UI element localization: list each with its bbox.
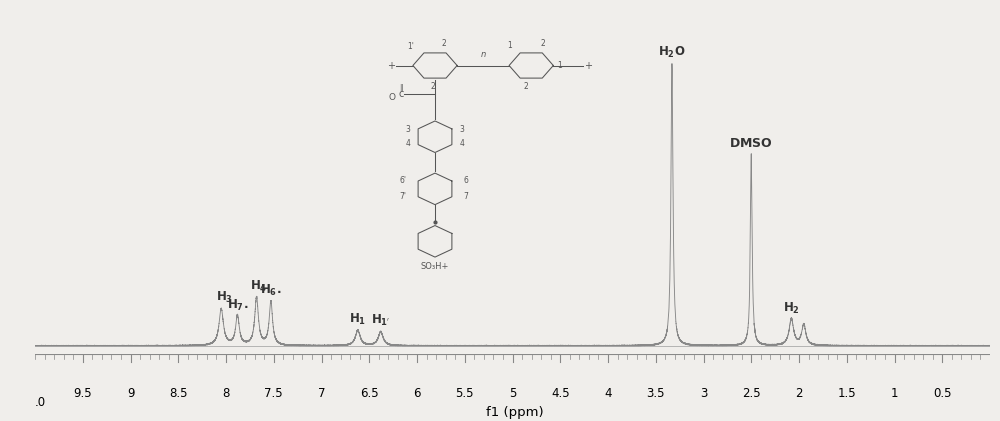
Text: f1 (ppm): f1 (ppm)	[486, 406, 544, 419]
Text: $\mathbf{H_6}$$\mathbf{.}$: $\mathbf{H_6}$$\mathbf{.}$	[260, 283, 282, 298]
Text: 2: 2	[442, 39, 446, 48]
Text: $\mathbf{H_4}$: $\mathbf{H_4}$	[250, 279, 267, 294]
Text: $\mathbf{H_2O}$: $\mathbf{H_2O}$	[658, 45, 686, 60]
Text: 3: 3	[460, 125, 465, 133]
Text: 1: 1	[557, 61, 562, 70]
Text: 2: 2	[541, 39, 545, 48]
Text: SO₃H+: SO₃H+	[421, 261, 449, 271]
Text: 4: 4	[460, 139, 465, 148]
Text: $\mathbf{H_3}$: $\mathbf{H_3}$	[216, 290, 233, 305]
Text: ‖: ‖	[399, 84, 403, 91]
Text: $\mathbf{H_7}$$\mathbf{.}$: $\mathbf{H_7}$$\mathbf{.}$	[227, 298, 248, 314]
Text: +: +	[584, 61, 592, 70]
Text: .0: .0	[35, 396, 46, 409]
Text: 2: 2	[524, 82, 528, 91]
Text: 7: 7	[464, 192, 468, 201]
Text: 6': 6'	[399, 176, 406, 185]
Text: +: +	[387, 61, 395, 70]
Text: 2: 2	[430, 82, 435, 91]
Text: n: n	[480, 51, 486, 59]
Text: $\mathbf{DMSO}$: $\mathbf{DMSO}$	[729, 137, 773, 150]
Text: c: c	[399, 89, 404, 99]
Text: 6: 6	[464, 176, 468, 185]
Text: 4: 4	[405, 139, 410, 148]
Text: 1': 1'	[407, 42, 414, 51]
Text: 3: 3	[405, 125, 410, 133]
Text: 7': 7'	[399, 192, 406, 201]
Text: 1: 1	[507, 41, 511, 51]
Text: $\mathbf{H_2}$: $\mathbf{H_2}$	[783, 301, 800, 316]
Text: $\mathbf{H_{1'}}$: $\mathbf{H_{1'}}$	[371, 313, 390, 328]
Text: $\mathbf{H_1}$: $\mathbf{H_1}$	[349, 312, 366, 327]
Text: O: O	[389, 93, 396, 102]
